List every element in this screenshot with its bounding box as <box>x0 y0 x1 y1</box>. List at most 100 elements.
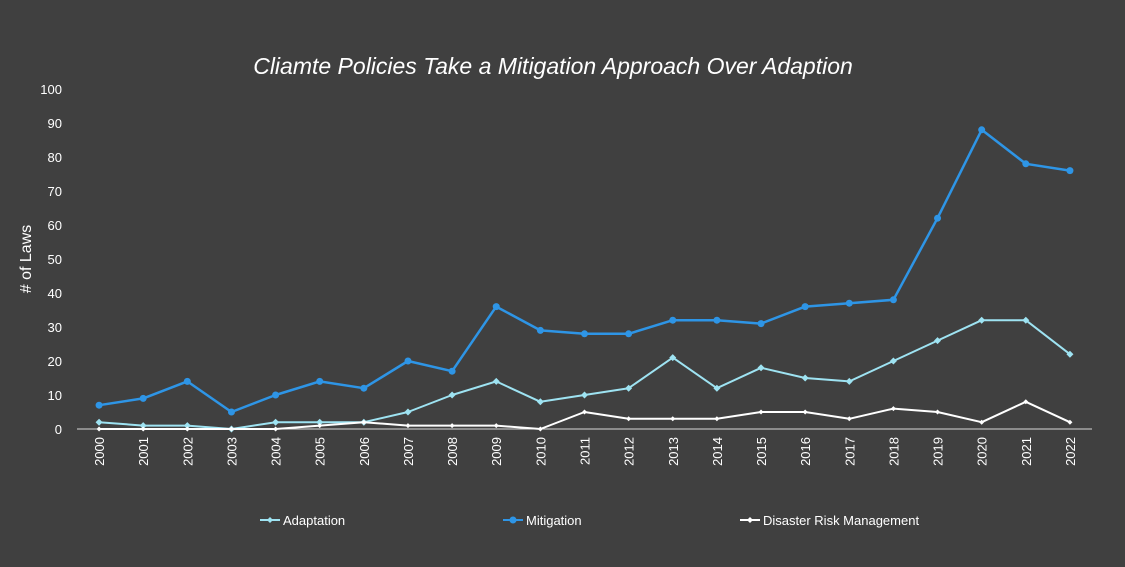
disaster-risk-management-point <box>979 419 985 425</box>
legend-swatch-marker <box>267 517 273 523</box>
series-adaptation <box>95 316 1074 433</box>
adaptation-point <box>801 374 809 382</box>
y-tick-label: 40 <box>48 286 62 301</box>
x-tick-label: 2012 <box>622 437 637 466</box>
adaptation-point <box>448 391 456 399</box>
disaster-risk-management-point <box>802 409 808 415</box>
y-tick-label: 90 <box>48 116 62 131</box>
mitigation-point <box>713 316 721 324</box>
disaster-risk-management-point <box>890 406 896 412</box>
mitigation-point <box>139 394 147 402</box>
x-tick-label: 2015 <box>754 437 769 466</box>
disaster-risk-management-point <box>1067 419 1073 425</box>
adaptation-point <box>183 422 191 430</box>
mitigation-point <box>95 401 103 409</box>
disaster-risk-management-point <box>670 416 676 422</box>
adaptation-point <box>492 377 500 385</box>
x-tick-label: 2014 <box>710 437 725 466</box>
y-tick-label: 0 <box>55 422 62 437</box>
disaster-risk-management-point <box>449 423 455 429</box>
x-tick-label: 2007 <box>401 437 416 466</box>
mitigation-point <box>1022 160 1030 168</box>
legend-label: Mitigation <box>526 513 582 528</box>
mitigation-point <box>934 214 942 222</box>
x-tick-label: 2009 <box>489 437 504 466</box>
x-tick-label: 2010 <box>533 437 548 466</box>
x-tick-label: 2021 <box>1019 437 1034 466</box>
legend-label: Disaster Risk Management <box>763 513 919 528</box>
mitigation-point <box>360 384 368 392</box>
mitigation-point <box>492 303 500 311</box>
adaptation-point <box>536 398 544 406</box>
x-tick-label: 2022 <box>1063 437 1078 466</box>
y-tick-label: 20 <box>48 354 62 369</box>
x-tick-label: 2013 <box>666 437 681 466</box>
mitigation-point <box>1066 167 1074 175</box>
x-tick-label: 2011 <box>578 437 593 465</box>
legend-item-adaptation: Adaptation <box>260 513 345 528</box>
adaptation-point <box>934 337 942 345</box>
adaptation-point <box>978 316 986 324</box>
adaptation-point <box>757 364 765 372</box>
mitigation-point <box>316 377 324 385</box>
disaster-risk-management-point <box>184 426 190 432</box>
x-tick-label: 2001 <box>136 437 151 466</box>
mitigation-point <box>404 357 412 365</box>
disaster-risk-management-point <box>626 416 632 422</box>
adaptation-point <box>669 354 677 362</box>
legend-swatch-marker <box>747 517 753 523</box>
legend-swatch-marker <box>509 516 517 524</box>
adaptation-point <box>581 391 588 399</box>
x-tick-label: 2006 <box>357 437 372 466</box>
disaster-risk-management-point <box>405 423 411 429</box>
disaster-risk-management-point <box>758 409 764 415</box>
mitigation-point <box>801 303 809 311</box>
mitigation-point <box>978 126 986 134</box>
mitigation-point <box>889 296 897 304</box>
mitigation-point <box>757 320 765 328</box>
mitigation-line <box>98 128 1071 414</box>
legend-label: Adaptation <box>283 513 345 528</box>
x-tick-label: 2017 <box>842 437 857 466</box>
adaptation-point <box>139 422 147 430</box>
disaster-risk-management-point <box>582 409 587 415</box>
disaster-risk-management-point <box>317 423 323 429</box>
adaptation-point <box>713 384 721 392</box>
adaptation-point <box>316 418 324 426</box>
chart-title: Cliamte Policies Take a Mitigation Appro… <box>253 53 853 79</box>
mitigation-point <box>227 408 235 416</box>
adaptation-point <box>1022 316 1030 324</box>
mitigation-point <box>669 316 677 324</box>
mitigation-point <box>536 326 544 334</box>
y-tick-label: 60 <box>48 218 62 233</box>
series-disaster-risk-management <box>96 399 1073 432</box>
x-tick-label: 2005 <box>313 437 328 466</box>
disaster-risk-management-point <box>1023 399 1029 405</box>
x-tick-label: 2003 <box>224 437 239 466</box>
disaster-risk-management-point <box>273 426 279 432</box>
x-tick-label: 2008 <box>445 437 460 466</box>
mitigation-point <box>183 377 191 385</box>
x-tick-label: 2002 <box>180 437 195 466</box>
x-tick-label: 2020 <box>975 437 990 466</box>
adaptation-point <box>272 418 280 426</box>
y-tick-label: 100 <box>40 82 62 97</box>
mitigation-point <box>448 367 456 375</box>
disaster-risk-management-point <box>537 426 543 432</box>
adaptation-point <box>889 357 897 365</box>
x-tick-label: 2016 <box>798 437 813 466</box>
x-axis: 2000 2001 2002 2003 2004 2005 2006 2007 2008 2009… <box>92 437 1078 466</box>
mitigation-point <box>581 330 588 338</box>
mitigation-point <box>625 330 633 338</box>
disaster-risk-management-point <box>361 419 367 425</box>
disaster-risk-management-point <box>228 426 234 432</box>
y-tick-label: 10 <box>48 388 62 403</box>
x-tick-label: 2004 <box>269 437 284 466</box>
x-tick-label: 2018 <box>886 437 901 466</box>
x-tick-label: 2000 <box>92 437 107 466</box>
disaster-risk-management-point <box>493 423 499 429</box>
x-tick-label: 2019 <box>931 437 946 466</box>
plot-area <box>95 126 1074 433</box>
disaster-risk-management-point <box>140 426 146 432</box>
